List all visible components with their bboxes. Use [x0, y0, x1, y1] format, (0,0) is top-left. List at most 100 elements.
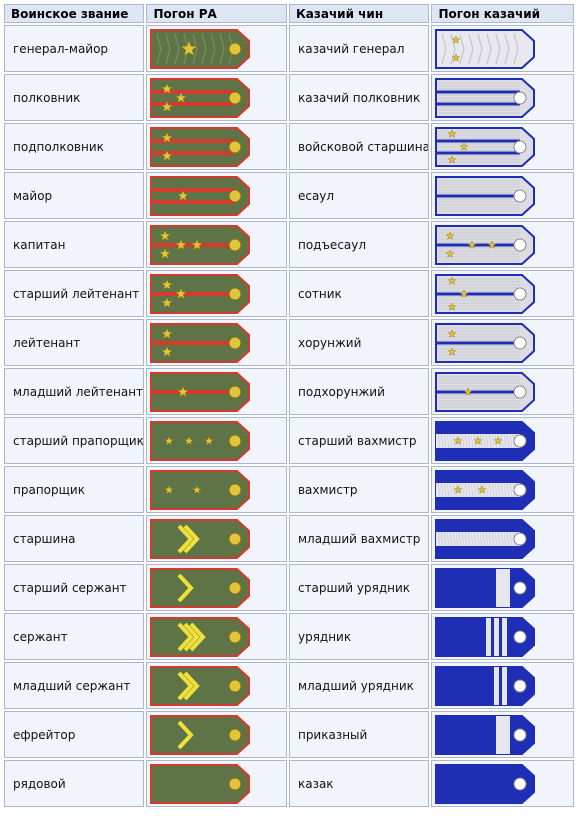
cossack-shoulder-strap	[435, 518, 536, 559]
army-shoulder-strap	[150, 567, 251, 608]
army-shoulder-strap	[150, 616, 251, 657]
army-strap-cell	[146, 319, 287, 366]
cossack-strap-cell	[431, 368, 574, 415]
army-rank-cell: капитан	[4, 221, 145, 268]
army-strap-cell	[146, 368, 287, 415]
button-icon	[228, 532, 242, 545]
table-row: младший лейтенант подхорунжий	[4, 368, 574, 415]
star-icon	[477, 484, 487, 494]
button-icon	[228, 385, 242, 398]
button-icon	[513, 385, 527, 398]
army-rank-cell: рядовой	[4, 760, 145, 807]
button-icon	[228, 287, 242, 300]
cossack-strap-cell	[431, 711, 574, 758]
star-icon	[447, 346, 457, 356]
army-shoulder-strap	[150, 175, 251, 216]
cossack-strap-cell	[431, 760, 574, 807]
army-strap-cell	[146, 74, 287, 121]
button-icon	[228, 42, 242, 55]
army-rank-cell: младший сержант	[4, 662, 145, 709]
star-icon	[192, 484, 203, 494]
cossack-rank-cell: урядник	[288, 613, 430, 660]
army-shoulder-strap	[150, 518, 251, 559]
star-icon	[493, 435, 503, 445]
cossack-rank-cell: войсковой старшина	[288, 123, 430, 170]
army-strap-cell	[146, 466, 287, 513]
button-icon	[228, 777, 242, 790]
cossack-strap-cell	[431, 319, 574, 366]
star-icon	[161, 296, 174, 308]
star-icon	[191, 238, 204, 250]
cossack-rank-cell: старший урядник	[288, 564, 430, 611]
star-icon	[161, 82, 174, 94]
army-shoulder-strap	[150, 28, 251, 69]
table-row: старшина младший вахмистр	[4, 515, 574, 562]
cossack-shoulder-strap	[435, 322, 536, 363]
button-icon	[513, 630, 527, 643]
cossack-rank-cell: хорунжий	[288, 319, 430, 366]
cossack-rank-cell: младший вахмистр	[288, 515, 430, 562]
star-icon	[181, 39, 198, 56]
button-icon	[513, 336, 527, 349]
table-body: генерал-майор казачий генерал полковник каз…	[4, 25, 574, 807]
star-icon	[453, 484, 463, 494]
header-row: Воинское звание Погон РА Казачий чин Пог…	[4, 4, 574, 23]
star-icon	[161, 345, 174, 357]
table-row: генерал-майор казачий генерал	[4, 25, 574, 72]
table-row: лейтенант хорунжий	[4, 319, 574, 366]
star-icon	[451, 52, 461, 62]
cossack-shoulder-strap	[435, 175, 536, 216]
star-icon	[164, 484, 175, 494]
star-icon	[453, 435, 463, 445]
table-row: младший сержант младший урядник	[4, 662, 574, 709]
army-strap-cell	[146, 613, 287, 660]
button-icon	[513, 581, 527, 594]
table-row: капитан подъесаул	[4, 221, 574, 268]
cossack-strap-cell	[431, 25, 574, 72]
army-strap-cell	[146, 270, 287, 317]
star-icon	[161, 327, 174, 339]
button-icon	[228, 728, 242, 741]
cossack-rank-cell: приказный	[288, 711, 430, 758]
cossack-strap-cell	[431, 74, 574, 121]
star-icon	[459, 141, 469, 151]
cossack-rank-cell: вахмистр	[288, 466, 430, 513]
star-icon	[447, 328, 457, 338]
table-row: старший лейтенант сотник	[4, 270, 574, 317]
star-icon	[445, 230, 455, 240]
army-shoulder-strap	[150, 469, 251, 510]
cossack-rank-cell: казак	[288, 760, 430, 807]
cossack-strap-cell	[431, 172, 574, 219]
army-strap-cell	[146, 711, 287, 758]
cossack-shoulder-strap	[435, 126, 536, 167]
cossack-rank-cell: казачий генерал	[288, 25, 430, 72]
star-icon	[161, 149, 174, 161]
star-icon	[473, 435, 483, 445]
button-icon	[228, 140, 242, 153]
star-icon	[447, 301, 457, 311]
army-shoulder-strap	[150, 77, 251, 118]
cossack-strap-cell	[431, 270, 574, 317]
army-strap-cell	[146, 515, 287, 562]
army-rank-cell: майор	[4, 172, 145, 219]
cossack-shoulder-strap	[435, 714, 536, 755]
button-icon	[228, 336, 242, 349]
army-shoulder-strap	[150, 420, 251, 461]
header-army-rank: Воинское звание	[4, 4, 145, 23]
army-rank-cell: старшина	[4, 515, 145, 562]
star-icon	[175, 238, 188, 250]
army-rank-cell: младший лейтенант	[4, 368, 145, 415]
army-strap-cell	[146, 221, 287, 268]
cossack-strap-cell	[431, 466, 574, 513]
cossack-rank-cell: младший урядник	[288, 662, 430, 709]
star-icon	[177, 385, 190, 397]
star-icon	[161, 131, 174, 143]
star-icon	[184, 435, 195, 445]
table-row: прапорщик вахмистр	[4, 466, 574, 513]
army-strap-cell	[146, 417, 287, 464]
army-shoulder-strap	[150, 665, 251, 706]
army-shoulder-strap	[150, 714, 251, 755]
header-army-strap: Погон РА	[146, 4, 287, 23]
button-icon	[513, 238, 527, 251]
button-icon	[513, 189, 527, 202]
